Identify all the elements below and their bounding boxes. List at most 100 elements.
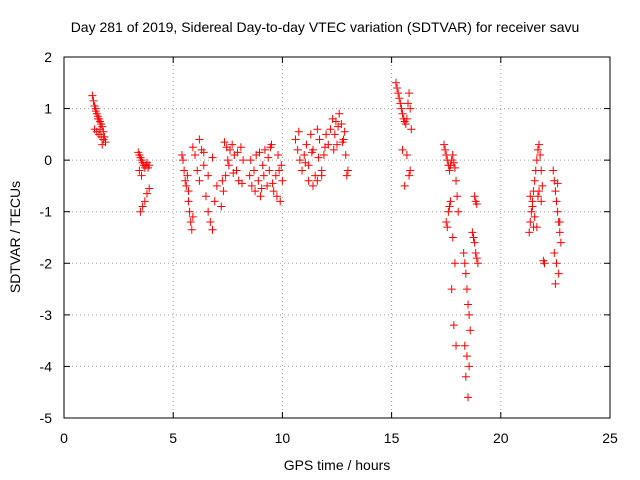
data-point: [247, 181, 256, 190]
data-point: [208, 153, 217, 162]
data-point: [449, 158, 458, 167]
data-point: [294, 127, 303, 136]
data-point: [459, 248, 468, 257]
data-point: [334, 122, 343, 131]
data-point: [340, 127, 349, 136]
data-point: [180, 166, 189, 175]
data-point: [314, 153, 323, 162]
data-point: [341, 150, 350, 159]
data-point: [269, 187, 278, 196]
data-point: [89, 96, 98, 105]
x-tick-label: 10: [275, 430, 291, 446]
data-point: [452, 176, 461, 185]
data-point: [199, 148, 208, 157]
data-point: [259, 171, 268, 180]
data-point: [462, 285, 471, 294]
data-point: [397, 104, 406, 113]
series-arc_13: [549, 166, 565, 288]
data-point: [317, 171, 326, 180]
data-point: [471, 248, 480, 257]
data-point: [468, 228, 477, 237]
data-point: [306, 130, 315, 139]
data-point: [236, 143, 245, 152]
data-point: [533, 145, 542, 154]
data-point: [326, 125, 335, 134]
data-point: [407, 125, 416, 134]
x-axis-label: GPS time / hours: [284, 457, 391, 473]
data-point: [527, 207, 536, 216]
data-point: [307, 148, 316, 157]
data-point: [181, 176, 190, 185]
data-point: [526, 192, 535, 201]
data-point: [195, 176, 204, 185]
data-point: [450, 259, 459, 268]
data-point: [462, 352, 471, 361]
data-point: [250, 166, 259, 175]
data-point: [394, 89, 403, 98]
data-point: [251, 187, 260, 196]
data-point: [96, 125, 105, 134]
data-point: [319, 150, 328, 159]
data-point: [229, 169, 238, 178]
data-point: [555, 218, 564, 227]
y-axis-label: SDTVAR / TECUs: [7, 181, 23, 293]
data-point: [275, 166, 284, 175]
data-point: [199, 161, 208, 170]
data-point: [88, 91, 97, 100]
data-point: [465, 310, 474, 319]
data-point: [532, 156, 541, 165]
data-point: [536, 150, 545, 159]
data-point: [195, 135, 204, 144]
series-arc_11: [468, 192, 482, 268]
data-point: [177, 150, 186, 159]
y-tick-label: 2: [44, 49, 52, 65]
data-point: [406, 104, 415, 113]
data-point: [313, 176, 322, 185]
data-point: [264, 153, 273, 162]
data-point: [445, 166, 454, 175]
data-point: [395, 94, 404, 103]
data-point: [396, 99, 405, 108]
data-point: [245, 171, 254, 180]
y-tick-label: -2: [40, 255, 53, 271]
data-point: [188, 212, 197, 221]
x-tick-label: 20: [493, 430, 509, 446]
series-arc_7: [326, 109, 352, 180]
data-point: [291, 135, 300, 144]
data-point: [258, 161, 267, 170]
data-point: [538, 181, 547, 190]
data-point: [549, 166, 558, 175]
data-point: [555, 228, 564, 237]
data-point: [268, 179, 277, 188]
data-point: [138, 202, 147, 211]
y-tick-label: -4: [40, 358, 53, 374]
data-point: [212, 181, 221, 190]
data-point: [449, 321, 458, 330]
data-point: [405, 89, 414, 98]
data-point: [335, 109, 344, 118]
data-point: [204, 171, 213, 180]
data-point: [528, 202, 537, 211]
data-point: [535, 187, 544, 196]
data-point: [540, 259, 549, 268]
series-arc_3: [177, 135, 221, 234]
data-point: [446, 197, 455, 206]
series-arc_10: [459, 248, 475, 402]
data-point: [257, 184, 266, 193]
data-point: [278, 176, 287, 185]
series-arc_8: [391, 78, 416, 190]
data-point: [135, 166, 144, 175]
data-point: [184, 197, 193, 206]
data-point: [140, 197, 149, 206]
data-point: [263, 181, 272, 190]
points-layer: [88, 78, 565, 402]
data-point: [224, 161, 233, 170]
data-point: [460, 259, 469, 268]
y-tick-label: -5: [40, 410, 53, 426]
data-point: [333, 140, 341, 149]
data-point: [228, 140, 237, 149]
data-point: [470, 192, 479, 201]
data-point: [442, 218, 451, 227]
data-point: [219, 187, 228, 196]
series-arc_2: [134, 148, 154, 216]
